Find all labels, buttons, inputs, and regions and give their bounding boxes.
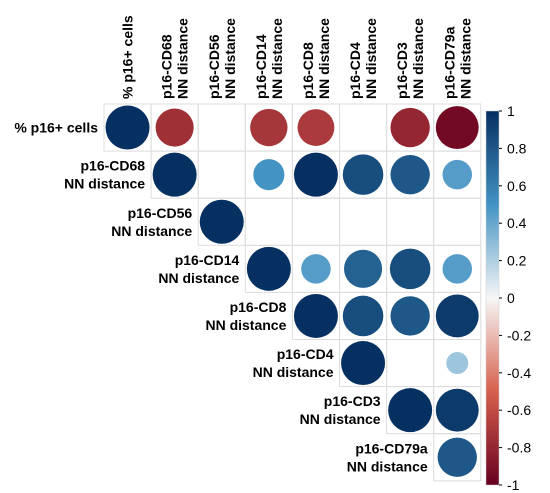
grid-cell <box>244 197 293 246</box>
correlation-circle <box>390 296 430 336</box>
colorbar-tick-label: 0.4 <box>507 215 527 231</box>
correlation-circles <box>105 105 479 477</box>
correlation-circle <box>435 106 479 149</box>
correlation-circle <box>435 388 479 432</box>
correlation-circle <box>437 437 477 477</box>
column-label-line: p16-CD68 <box>159 34 175 99</box>
correlation-circle <box>442 254 473 284</box>
grid-cell <box>386 197 435 246</box>
correlation-circle <box>246 246 291 291</box>
row-labels: % p16+ cells p16-CD68 NN distance p16-CD56 N… <box>14 120 428 475</box>
correlation-circle <box>293 293 338 338</box>
grid-cell <box>339 103 388 152</box>
colorbar: 1 0.8 0.6 0.4 0.2 0 -0.2 -0.4 -0.6 -0.8 -1 <box>485 103 531 493</box>
row-label: p16-CD8 NN distance <box>205 299 286 333</box>
grid-cell <box>197 150 246 199</box>
row-label: % p16+ cells <box>14 120 98 136</box>
correlation-circle <box>342 295 384 337</box>
correlation-circle <box>253 159 285 191</box>
column-label-line: NN distance <box>410 18 426 99</box>
column-label-line: % p16+ cells <box>120 15 136 99</box>
column-label-line: p16-CD3 <box>394 42 410 99</box>
correlation-circle <box>297 109 335 146</box>
row-label: p16-CD14 NN distance <box>158 252 239 286</box>
correlation-circle <box>341 341 386 386</box>
correlation-circle <box>388 388 433 433</box>
column-label-line: NN distance <box>175 18 191 99</box>
colorbar-tick-label: 0.2 <box>507 253 527 269</box>
colorbar-tick-label: 1 <box>507 103 515 119</box>
grid-cell <box>339 197 388 246</box>
column-labels: % p16+ cells p16-CD68 NN distance p16-CD56 N… <box>120 15 474 99</box>
correlation-circle <box>155 108 194 147</box>
column-label-line: p16-CD4 <box>347 42 363 99</box>
correlation-circle <box>389 248 431 290</box>
column-label-line: NN distance <box>363 18 379 99</box>
column-label-line: p16-CD79a <box>441 26 457 99</box>
row-label: p16-CD79a NN distance <box>347 440 428 474</box>
colorbar-gradient <box>485 110 500 486</box>
correlation-circle <box>442 159 473 190</box>
correlation-circle <box>250 108 288 147</box>
colorbar-tick-label: 0.6 <box>507 178 527 194</box>
colorbar-tick-label: -0.6 <box>507 402 531 418</box>
correlation-circle <box>390 107 430 148</box>
grid-cell <box>433 433 482 482</box>
colorbar-tick-label: -1 <box>507 477 520 493</box>
correlation-circle <box>343 249 383 288</box>
column-label-line: NN distance <box>457 18 473 99</box>
colorbar-tick-label: 0.8 <box>507 140 527 156</box>
row-label: p16-CD4 NN distance <box>253 346 334 380</box>
correlation-circle <box>199 199 244 244</box>
row-label: p16-CD56 NN distance <box>111 205 192 239</box>
column-label-line: p16-CD56 <box>206 34 222 99</box>
correlation-circle <box>105 105 150 150</box>
row-label: p16-CD3 NN distance <box>300 393 381 427</box>
column-label-line: NN distance <box>269 18 285 99</box>
correlation-circle <box>435 294 479 338</box>
column-label-line: NN distance <box>316 18 332 99</box>
grid-cell <box>197 103 246 152</box>
grid-cell <box>291 197 340 246</box>
colorbar-tick-label: 0 <box>507 290 515 306</box>
correlation-circle <box>342 154 384 195</box>
correlation-circle <box>390 154 430 195</box>
correlation-circle <box>293 152 338 197</box>
correlation-circle <box>152 152 197 197</box>
correlation-grid <box>103 103 482 482</box>
colorbar-tick-label: -0.8 <box>507 440 531 456</box>
column-label-line: p16-CD14 <box>253 34 269 99</box>
colorbar-tick-label: -0.2 <box>507 327 531 343</box>
correlation-circle <box>446 352 469 375</box>
colorbar-tick-label: -0.4 <box>507 365 531 381</box>
grid-cell <box>433 197 482 246</box>
column-label-line: p16-CD8 <box>300 42 316 99</box>
row-label: p16-CD68 NN distance <box>64 158 145 192</box>
column-label-line: NN distance <box>222 18 238 99</box>
grid-cell <box>386 339 435 388</box>
correlation-circle <box>301 254 331 284</box>
